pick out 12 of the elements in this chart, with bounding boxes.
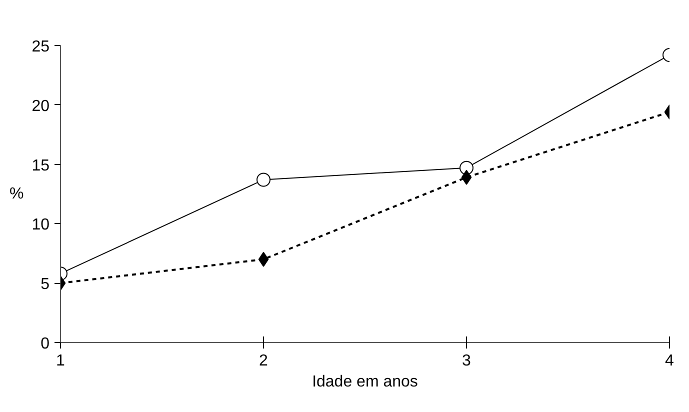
y-tick-label: 25 (32, 38, 50, 56)
y-axis-title: % (9, 186, 24, 202)
y-tick-label: 20 (32, 98, 50, 115)
y-tick-label: 10 (32, 216, 50, 234)
x-tick-label: 2 (259, 352, 268, 370)
y-tick-label: 5 (40, 276, 50, 294)
x-tick-label: 3 (462, 352, 472, 370)
x-tick-label: 4 (665, 352, 674, 370)
x-axis-title: Idade em anos (312, 374, 418, 390)
x-tick-label: 1 (56, 352, 66, 370)
y-tick-label: 15 (32, 157, 50, 174)
y-tick-label: 0 (40, 336, 50, 352)
